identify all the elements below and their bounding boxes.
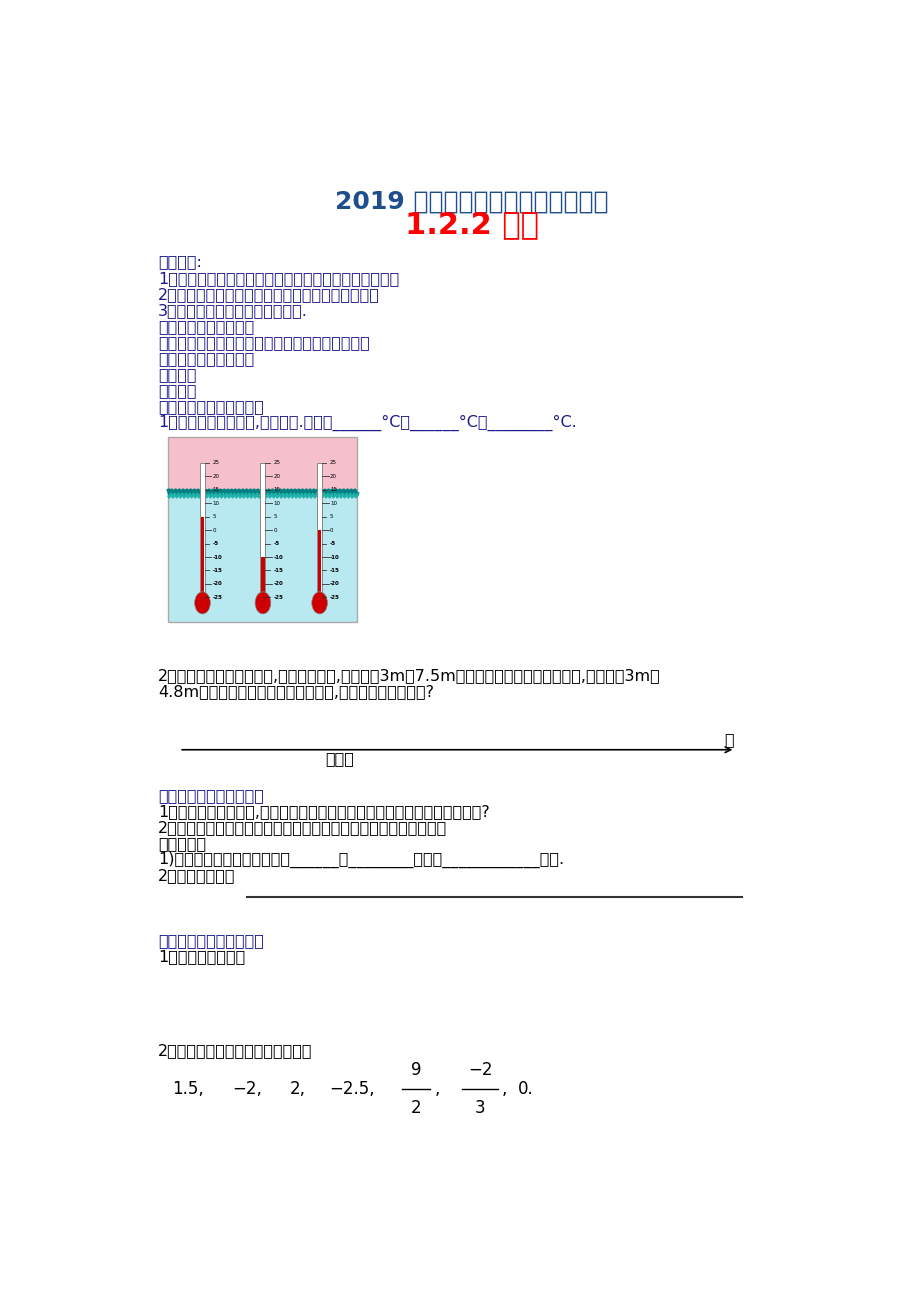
Text: -20: -20 — [273, 582, 283, 586]
Text: -5: -5 — [212, 542, 219, 546]
Text: 学习重点：数轴的概念: 学习重点：数轴的概念 — [158, 319, 254, 335]
Text: 2019 人教版初中数学精品教学资料: 2019 人教版初中数学精品教学资料 — [335, 189, 607, 214]
Bar — [260, 464, 266, 598]
Text: 15: 15 — [330, 487, 336, 492]
Text: 2）数轴的定义：: 2）数轴的定义： — [158, 868, 235, 884]
Text: 0.: 0. — [517, 1079, 533, 1098]
Text: 教学过程: 教学过程 — [158, 383, 196, 398]
Text: -25: -25 — [273, 595, 283, 600]
Bar — [199, 464, 205, 598]
Text: 10: 10 — [212, 501, 220, 505]
Text: 2、在一条东西向的马路上,有一个汽车站,汽车站东3m和7.5m处分别有一棵柳树和一棵杨树,汽车站西3m和: 2、在一条东西向的马路上,有一个汽车站,汽车站东3m和7.5m处分别有一棵柳树和… — [158, 668, 660, 684]
Text: 3: 3 — [474, 1099, 485, 1117]
Text: 0: 0 — [273, 527, 277, 533]
Text: ,: , — [501, 1079, 506, 1098]
Text: 10: 10 — [273, 501, 280, 505]
Text: 9: 9 — [410, 1061, 421, 1078]
Text: 二、合作交流，探究归纳: 二、合作交流，探究归纳 — [158, 788, 264, 803]
Text: 15: 15 — [273, 487, 280, 492]
Text: 4.8m处分别有一棵槐树和一根电线杆,试画图表示这一情境?: 4.8m处分别有一棵槐树和一根电线杆,试画图表示这一情境? — [158, 684, 434, 699]
Text: 5: 5 — [273, 514, 277, 519]
Text: 20: 20 — [273, 474, 280, 479]
Text: 10: 10 — [330, 501, 336, 505]
Text: −2: −2 — [467, 1061, 492, 1078]
Text: -15: -15 — [273, 568, 283, 573]
Text: −2.5,: −2.5, — [329, 1079, 374, 1098]
Circle shape — [195, 592, 210, 615]
Text: 3、领会数形结合的重要思想方法.: 3、领会数形结合的重要思想方法. — [158, 303, 307, 318]
Text: 三、动手操作，学用新知: 三、动手操作，学用新知 — [158, 932, 264, 948]
Bar — [200, 517, 204, 598]
Text: 1.2.2 数轴: 1.2.2 数轴 — [404, 210, 538, 238]
Text: -10: -10 — [330, 555, 339, 560]
Text: -25: -25 — [330, 595, 339, 600]
Text: 1、掌握数轴概念，理解数轴上的点和有理数的对应关系: 1、掌握数轴概念，理解数轴上的点和有理数的对应关系 — [158, 271, 399, 286]
Text: 汽车站: 汽车站 — [325, 751, 354, 767]
Bar — [317, 464, 322, 598]
Text: 0: 0 — [330, 527, 333, 533]
Text: 0: 0 — [212, 527, 216, 533]
Text: 学习目标:: 学习目标: — [158, 254, 201, 270]
Text: 1、观察下面的温度计,读出温度.分别是______°C、______°C、________°C.: 1、观察下面的温度计,读出温度.分别是______°C、______°C、___… — [158, 415, 576, 431]
Text: 25: 25 — [212, 461, 220, 465]
Text: -10: -10 — [212, 555, 222, 560]
Bar — [168, 437, 357, 492]
Text: ,: , — [434, 1079, 439, 1098]
Text: -20: -20 — [212, 582, 222, 586]
Text: 2,: 2, — [289, 1079, 305, 1098]
Bar — [168, 492, 357, 622]
Text: -15: -15 — [212, 568, 222, 573]
Text: 东: 东 — [724, 732, 733, 747]
Circle shape — [312, 592, 327, 615]
Text: 2、自己动手操作，看看可以表示有理数的直线必须满足什么条件？: 2、自己动手操作，看看可以表示有理数的直线必须满足什么条件？ — [158, 820, 447, 836]
Text: 1)、画数轴需要三个条件，即______、________方向和____________长度.: 1)、画数轴需要三个条件，即______、________方向和________… — [158, 852, 563, 868]
Text: 5: 5 — [330, 514, 333, 519]
Text: 25: 25 — [273, 461, 280, 465]
Text: 20: 20 — [330, 474, 336, 479]
Text: -5: -5 — [273, 542, 279, 546]
Text: 1、请画好一条数轴: 1、请画好一条数轴 — [158, 949, 244, 963]
Text: 1.5,: 1.5, — [172, 1079, 204, 1098]
Text: 5: 5 — [212, 514, 216, 519]
Text: 25: 25 — [330, 461, 336, 465]
Circle shape — [255, 592, 270, 615]
Text: 教学过程: 教学过程 — [158, 367, 196, 383]
Text: −2,: −2, — [233, 1079, 262, 1098]
Text: 20: 20 — [212, 474, 220, 479]
Text: 2、会正确地画出数轴，利用数轴上的点表示有理数: 2、会正确地画出数轴，利用数轴上的点表示有理数 — [158, 286, 380, 302]
Text: -20: -20 — [330, 582, 339, 586]
Bar — [168, 437, 357, 622]
Bar — [317, 530, 321, 598]
Text: -5: -5 — [330, 542, 335, 546]
Text: 一、创设情境，引入新课: 一、创设情境，引入新课 — [158, 400, 264, 414]
Text: 引导归纳：: 引导归纳： — [158, 836, 206, 852]
Bar — [261, 557, 265, 598]
Text: -10: -10 — [273, 555, 283, 560]
Text: 1、由上面的两个问题,你受到了什么启发？能用直线上的点来表示有理数吗?: 1、由上面的两个问题,你受到了什么启发？能用直线上的点来表示有理数吗? — [158, 805, 489, 819]
Text: 学习方法：探究、归纳: 学习方法：探究、归纳 — [158, 352, 254, 366]
Text: -15: -15 — [330, 568, 339, 573]
Text: -25: -25 — [212, 595, 222, 600]
Text: 学习难点：数轴的概念与用数轴上的点表示有理数: 学习难点：数轴的概念与用数轴上的点表示有理数 — [158, 335, 369, 350]
Text: 15: 15 — [212, 487, 220, 492]
Text: 2、利用上面的数轴表示下列有理数: 2、利用上面的数轴表示下列有理数 — [158, 1043, 312, 1059]
Text: 2: 2 — [410, 1099, 421, 1117]
